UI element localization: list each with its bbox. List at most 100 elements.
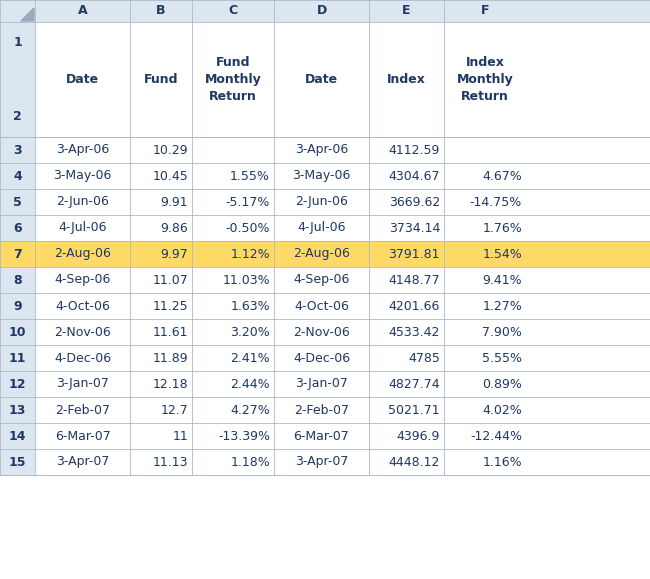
Text: 4-Oct-06: 4-Oct-06 <box>294 299 349 313</box>
Text: 14: 14 <box>8 430 26 442</box>
Text: 11.61: 11.61 <box>153 325 188 339</box>
Text: Index: Index <box>387 73 426 86</box>
Text: 9.86: 9.86 <box>161 222 188 234</box>
Text: 1.12%: 1.12% <box>230 247 270 261</box>
Text: 9: 9 <box>13 299 22 313</box>
Text: 4-Dec-06: 4-Dec-06 <box>293 351 350 365</box>
Text: 4.67%: 4.67% <box>482 170 522 182</box>
Text: 4-Dec-06: 4-Dec-06 <box>54 351 111 365</box>
Text: 0.89%: 0.89% <box>482 378 522 390</box>
Text: 2.41%: 2.41% <box>230 351 270 365</box>
Text: 4-Sep-06: 4-Sep-06 <box>293 273 350 287</box>
Text: 9.91: 9.91 <box>161 196 188 208</box>
Text: 5.55%: 5.55% <box>482 351 522 365</box>
Text: Index
Monthly
Return: Index Monthly Return <box>456 56 514 103</box>
Text: 3: 3 <box>13 144 22 156</box>
Text: C: C <box>228 5 237 17</box>
Text: 3-Jan-07: 3-Jan-07 <box>295 378 348 390</box>
Text: 1.54%: 1.54% <box>482 247 522 261</box>
Text: -13.39%: -13.39% <box>218 430 270 442</box>
Text: -14.75%: -14.75% <box>470 196 522 208</box>
Text: 11.25: 11.25 <box>152 299 188 313</box>
Text: 2-Jun-06: 2-Jun-06 <box>56 196 109 208</box>
Text: 4304.67: 4304.67 <box>389 170 440 182</box>
Text: 4827.74: 4827.74 <box>389 378 440 390</box>
Text: 4-Oct-06: 4-Oct-06 <box>55 299 110 313</box>
Text: Date: Date <box>305 73 338 86</box>
Text: 2-Feb-07: 2-Feb-07 <box>55 404 110 416</box>
Text: 4533.42: 4533.42 <box>389 325 440 339</box>
Polygon shape <box>21 8 34 21</box>
Text: 15: 15 <box>8 456 26 468</box>
Text: 4785: 4785 <box>408 351 440 365</box>
Text: 2-Nov-06: 2-Nov-06 <box>54 325 111 339</box>
Text: 3-Apr-06: 3-Apr-06 <box>295 144 348 156</box>
Text: 2.44%: 2.44% <box>230 378 270 390</box>
Text: 8: 8 <box>13 273 22 287</box>
Bar <box>0 0 35 475</box>
Text: Fund: Fund <box>144 73 178 86</box>
Text: Date: Date <box>66 73 99 86</box>
Text: E: E <box>402 5 411 17</box>
Text: 9.97: 9.97 <box>161 247 188 261</box>
Text: 5: 5 <box>13 196 22 208</box>
Text: 4396.9: 4396.9 <box>396 430 440 442</box>
Text: 4: 4 <box>13 170 22 182</box>
Text: 10: 10 <box>8 325 26 339</box>
Text: 9.41%: 9.41% <box>482 273 522 287</box>
Text: 4448.12: 4448.12 <box>389 456 440 468</box>
Text: 3-Apr-07: 3-Apr-07 <box>56 456 109 468</box>
Text: -0.50%: -0.50% <box>226 222 270 234</box>
Text: 11: 11 <box>172 430 188 442</box>
Bar <box>0 0 650 22</box>
Text: 7: 7 <box>13 247 22 261</box>
Text: -12.44%: -12.44% <box>470 430 522 442</box>
Text: 3.20%: 3.20% <box>230 325 270 339</box>
Text: 4112.59: 4112.59 <box>389 144 440 156</box>
Text: 1.63%: 1.63% <box>230 299 270 313</box>
Text: 11.03%: 11.03% <box>222 273 270 287</box>
Text: 4201.66: 4201.66 <box>389 299 440 313</box>
Text: Fund
Monthly
Return: Fund Monthly Return <box>205 56 261 103</box>
Text: 7.90%: 7.90% <box>482 325 522 339</box>
Text: F: F <box>481 5 489 17</box>
Bar <box>35 22 650 137</box>
Text: 4-Jul-06: 4-Jul-06 <box>297 222 346 234</box>
Text: 10.29: 10.29 <box>152 144 188 156</box>
Text: 1: 1 <box>13 36 22 49</box>
Text: 11.89: 11.89 <box>152 351 188 365</box>
Text: D: D <box>317 5 326 17</box>
Text: 11: 11 <box>8 351 26 365</box>
Text: 11.07: 11.07 <box>152 273 188 287</box>
Text: 3-Apr-06: 3-Apr-06 <box>56 144 109 156</box>
Text: 2-Feb-07: 2-Feb-07 <box>294 404 349 416</box>
Text: 4-Sep-06: 4-Sep-06 <box>55 273 110 287</box>
Text: B: B <box>156 5 166 17</box>
Text: 3-Apr-07: 3-Apr-07 <box>295 456 348 468</box>
Text: 6-Mar-07: 6-Mar-07 <box>294 430 350 442</box>
Text: 2-Aug-06: 2-Aug-06 <box>293 247 350 261</box>
Text: 5021.71: 5021.71 <box>389 404 440 416</box>
Text: 4.27%: 4.27% <box>230 404 270 416</box>
Text: -5.17%: -5.17% <box>226 196 270 208</box>
Text: 1.76%: 1.76% <box>482 222 522 234</box>
Text: 1.55%: 1.55% <box>230 170 270 182</box>
Text: 4.02%: 4.02% <box>482 404 522 416</box>
Text: A: A <box>78 5 87 17</box>
Text: 3791.81: 3791.81 <box>389 247 440 261</box>
Text: 2-Nov-06: 2-Nov-06 <box>293 325 350 339</box>
Bar <box>0 0 650 475</box>
Text: 12: 12 <box>8 378 26 390</box>
Text: 4148.77: 4148.77 <box>389 273 440 287</box>
Text: 4-Jul-06: 4-Jul-06 <box>58 222 107 234</box>
Text: 1.16%: 1.16% <box>482 456 522 468</box>
Text: 12.7: 12.7 <box>161 404 188 416</box>
Text: 6: 6 <box>13 222 22 234</box>
Text: 11.13: 11.13 <box>153 456 188 468</box>
Text: 3669.62: 3669.62 <box>389 196 440 208</box>
Text: 3734.14: 3734.14 <box>389 222 440 234</box>
Bar <box>0 241 650 267</box>
Text: 3-May-06: 3-May-06 <box>53 170 112 182</box>
Text: 13: 13 <box>9 404 26 416</box>
Text: 1.27%: 1.27% <box>482 299 522 313</box>
